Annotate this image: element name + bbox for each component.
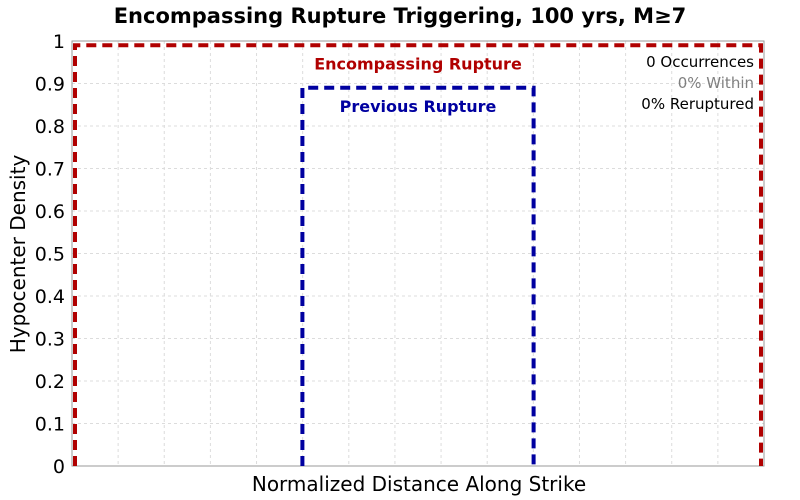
- series-label-encompassing-rupture: Encompassing Rupture: [314, 54, 522, 73]
- series-line-previous-rupture: [300, 85, 536, 466]
- x-axis-label: Normalized Distance Along Strike: [252, 472, 586, 496]
- y-tick-label: 0.8: [35, 116, 65, 138]
- series-box-labels: Encompassing Rupture Previous Rupture: [314, 54, 522, 116]
- y-tick-label: 0.7: [35, 159, 65, 181]
- y-tick-label: 0.2: [35, 371, 65, 393]
- stats-annotations: 0 Occurrences 0% Within 0% Reruptured: [641, 53, 754, 113]
- y-tick-label: 0.1: [35, 414, 65, 436]
- chart-title: Encompassing Rupture Triggering, 100 yrs…: [114, 4, 687, 28]
- series-line-encompassing-rupture: [73, 43, 763, 466]
- y-tick-label: 0: [53, 456, 65, 478]
- stat-annotation: 0% Within: [678, 74, 754, 92]
- series-lines: [73, 43, 763, 466]
- stat-annotation: 0 Occurrences: [646, 53, 754, 71]
- y-axis-label: Hypocenter Density: [6, 155, 30, 354]
- series-label-previous-rupture: Previous Rupture: [340, 97, 497, 116]
- stat-annotation: 0% Reruptured: [641, 95, 754, 113]
- y-tick-label: 0.6: [35, 201, 65, 223]
- y-tick-label: 0.5: [35, 244, 65, 266]
- y-tick-label: 1: [53, 31, 65, 53]
- y-tick-label: 0.3: [35, 329, 65, 351]
- plot-area: [71, 40, 765, 467]
- y-axis-ticks: 0 0.1 0.2 0.3 0.4 0.5 0.6 0.7 0.8 0.9 1: [35, 31, 65, 478]
- y-tick-label: 0.4: [35, 286, 65, 308]
- y-tick-label: 0.9: [35, 74, 65, 96]
